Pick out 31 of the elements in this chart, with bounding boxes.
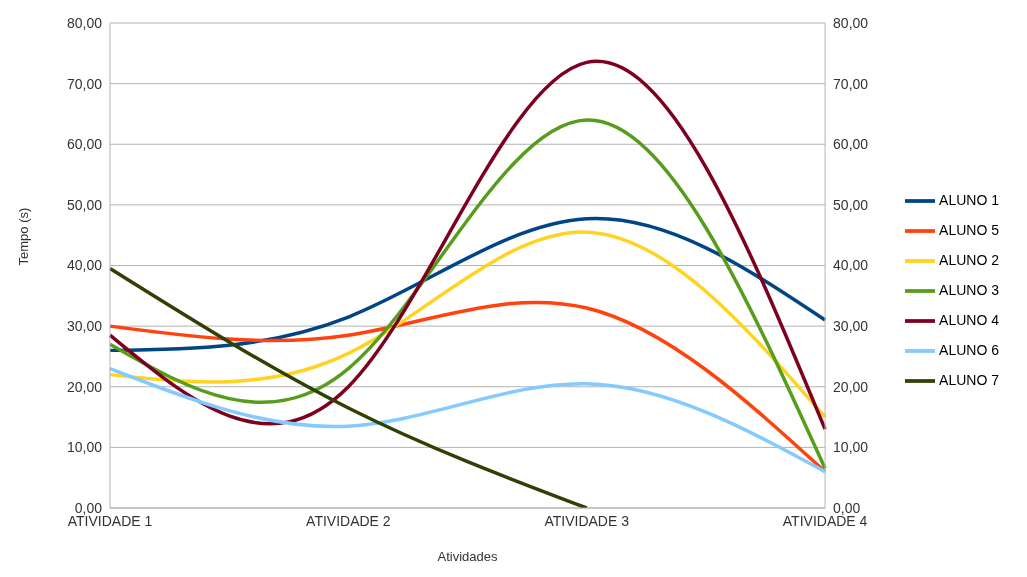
x-axis-title: Atividades <box>437 549 499 564</box>
legend-label: ALUNO 1 <box>939 191 999 208</box>
y2-tick-label: 20,00 <box>833 378 869 395</box>
y-tick-label: 10,00 <box>66 439 103 456</box>
y2-tick-label: 50,00 <box>833 196 869 213</box>
y2-tick-label: 10,00 <box>833 439 869 456</box>
x-tick-label: ATIVIDADE 2 <box>306 512 391 529</box>
y-tick-label: 40,00 <box>66 257 103 274</box>
x-tick-label: ATIVIDADE 3 <box>544 512 630 529</box>
y-tick-label: 30,00 <box>66 318 103 335</box>
y-tick-label: 70,00 <box>66 75 103 92</box>
legend-label: ALUNO 7 <box>939 371 999 388</box>
y2-tick-label: 40,00 <box>833 257 869 274</box>
y2-tick-label: 60,00 <box>833 136 869 153</box>
y2-tick-label: 70,00 <box>833 75 869 92</box>
legend-label: ALUNO 3 <box>939 281 999 298</box>
y-tick-label: 50,00 <box>66 196 103 213</box>
y2-tick-label: 80,00 <box>833 14 869 31</box>
y-axis-title: Tempo (s) <box>15 207 31 266</box>
line-series <box>108 118 827 471</box>
legend-label: ALUNO 6 <box>939 341 999 358</box>
line-series <box>108 60 827 431</box>
y-tick-label: 20,00 <box>66 378 103 395</box>
legend-label: ALUNO 2 <box>939 251 999 268</box>
legend-label: ALUNO 4 <box>939 311 999 328</box>
line-series <box>108 366 827 474</box>
y-tick-label: 80,00 <box>66 14 103 31</box>
legend-label: ALUNO 5 <box>939 221 999 238</box>
y-tick-label: 60,00 <box>66 136 103 153</box>
line-series <box>108 217 827 353</box>
y2-tick-label: 30,00 <box>833 318 869 335</box>
